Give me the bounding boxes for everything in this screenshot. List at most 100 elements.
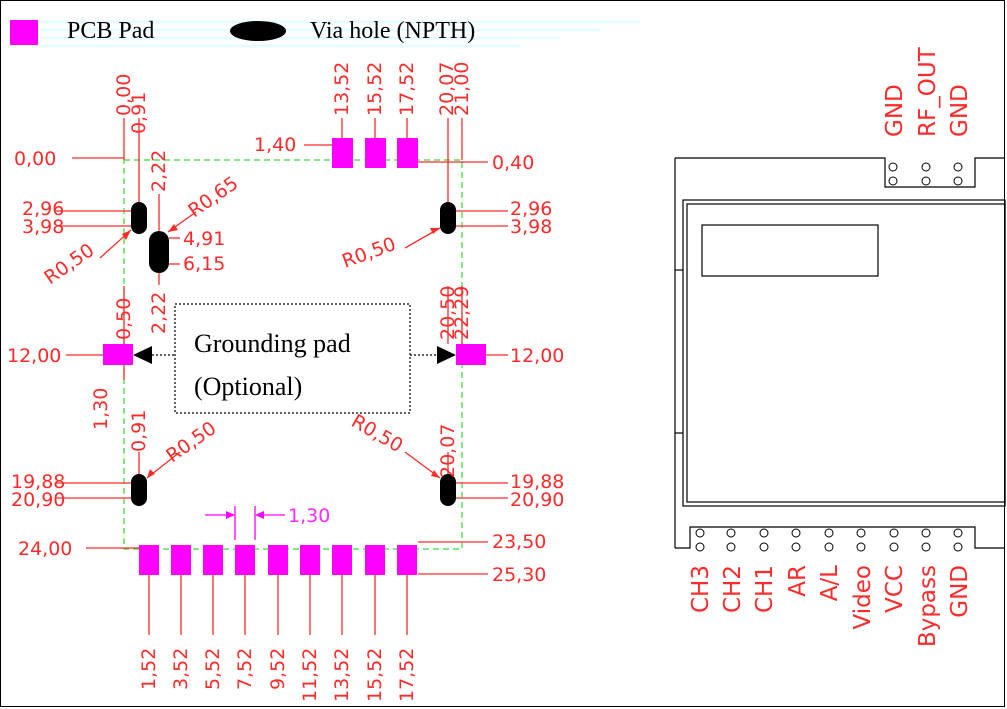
pcb-pad <box>235 545 255 575</box>
dim-bottom-15-52: 15,52 <box>364 648 386 702</box>
dim-20-50: 20,50 <box>437 286 459 340</box>
grounding-pad-left <box>103 344 133 365</box>
dim-top-20-07: 20,07 <box>436 62 458 116</box>
dim-left-1-40: 1,40 <box>254 134 296 156</box>
pcb-pad-legend-swatch <box>10 20 38 45</box>
via-hole <box>131 474 147 506</box>
pcb-pad <box>332 138 353 168</box>
pcb-pad <box>365 545 385 575</box>
dim-bottom-11-52: 11,52 <box>299 648 321 702</box>
pin-label-al: A/L <box>817 565 843 601</box>
dim-left-12-00: 12,00 <box>7 345 61 367</box>
dim-right-3-98: 3,98 <box>510 216 552 238</box>
pcb-pad <box>203 545 223 575</box>
grounding-pad-right <box>456 344 486 365</box>
dim-left-19-88: 19,88 <box>11 471 65 493</box>
dimension-texts: 0,00 1,40 2,96 3,98 12,00 19,88 20,90 24… <box>7 134 564 586</box>
dim-bottom-9-52: 9,52 <box>267 648 289 690</box>
dim-6-15: 6,15 <box>183 253 225 275</box>
radius-r0-50-bottom-right: R0,50 <box>348 410 407 457</box>
via-hole-legend-label: Via hole (NPTH) <box>310 18 475 44</box>
module-pin-holes <box>695 162 963 552</box>
grounding-pad-callout-line1: Grounding pad <box>194 329 351 358</box>
pitch-label: 1,30 <box>288 505 330 527</box>
dim-top-0-91: 0,91 <box>128 92 150 134</box>
dim-1-30: 1,30 <box>90 388 112 430</box>
pcb-pad <box>397 138 418 168</box>
pin-label-gnd-top-2: GND <box>947 84 973 137</box>
pcb-pad <box>365 138 386 168</box>
grounding-pad-callout-line2: (Optional) <box>194 372 302 401</box>
dim-bottom-3-52: 3,52 <box>170 648 192 690</box>
pin-label-ch3: CH3 <box>688 565 714 613</box>
pcb-pad <box>300 545 320 575</box>
inner-dimension-texts: 2,22 2,22 0,50 1,30 0,91 20,50 22,29 20,… <box>40 150 473 478</box>
dim-20-07-lower: 20,07 <box>437 424 459 478</box>
dim-22-29: 22,29 <box>451 286 473 340</box>
pcb-pad <box>332 545 352 575</box>
dim-left-24-00: 24,00 <box>18 538 72 560</box>
grounding-pad-callout-box <box>174 303 411 414</box>
pin-label-bypass: Bypass <box>915 565 941 647</box>
dim-right-23-50: 23,50 <box>492 531 546 553</box>
dim-right-20-90: 20,90 <box>510 489 564 511</box>
dim-top-17-52: 17,52 <box>396 62 418 116</box>
dim-right-0-40: 0,40 <box>492 152 534 174</box>
dim-top-21-00: 21,00 <box>451 62 473 116</box>
pin-label-video: Video <box>850 565 876 629</box>
pin-label-ch2: CH2 <box>720 565 746 613</box>
pin-label-ar: AR <box>785 565 811 597</box>
via-hole <box>149 231 169 273</box>
pin-label-gnd-top-1: GND <box>882 84 908 137</box>
radius-r0-50-top-left: R0,50 <box>40 239 98 289</box>
dim-bottom-1-52: 1,52 <box>138 648 160 690</box>
dim-right-25-30: 25,30 <box>492 564 546 586</box>
module-pin-labels-top: GND RF_OUT GND <box>882 46 973 137</box>
module-outline <box>674 157 1006 549</box>
dim-top-0-00: 0,00 <box>113 74 135 116</box>
pcb-pad <box>397 545 417 575</box>
dim-0-91-lower: 0,91 <box>128 410 150 452</box>
radius-arrows <box>122 224 440 478</box>
pcb-pad-legend-label: PCB Pad <box>67 18 154 44</box>
pin-label-rf-out: RF_OUT <box>915 46 941 137</box>
dim-right-2-96: 2,96 <box>510 198 552 220</box>
callout-arrow-left <box>133 346 152 364</box>
dim-bottom-7-52: 7,52 <box>234 648 256 690</box>
dim-bottom-5-52: 5,52 <box>202 648 224 690</box>
radius-r0-50-top-right: R0,50 <box>339 233 399 273</box>
radius-r0-50-bottom-left: R0,50 <box>162 417 220 467</box>
dim-4-91: 4,91 <box>183 228 225 250</box>
dim-2-22-bottom: 2,22 <box>148 292 170 334</box>
dim-top-13-52: 13,52 <box>331 62 353 116</box>
top-dimension-texts: 0,00 0,91 13,52 15,52 17,52 20,07 21,00 <box>113 62 473 134</box>
dim-left-3-98: 3,98 <box>22 216 64 238</box>
radius-r0-65: R0,65 <box>184 172 242 222</box>
dim-left-20-90: 20,90 <box>11 489 65 511</box>
dim-right-19-88: 19,88 <box>510 471 564 493</box>
pin-label-gnd-bottom: GND <box>947 565 973 618</box>
dim-bottom-13-52: 13,52 <box>331 648 353 702</box>
dim-0-50: 0,50 <box>113 298 135 340</box>
via-holes <box>131 202 456 506</box>
bottom-pads <box>139 545 417 575</box>
bottom-dimension-texts: 1,52 3,52 5,52 7,52 9,52 11,52 13,52 15,… <box>138 648 418 702</box>
pin-label-ch1: CH1 <box>752 565 778 613</box>
pcb-pad <box>171 545 191 575</box>
pin-label-vcc: VCC <box>882 565 908 613</box>
dim-right-12-00: 12,00 <box>510 345 564 367</box>
dim-left-0-00: 0,00 <box>14 148 56 170</box>
pitch-dimension <box>205 506 285 540</box>
via-hole <box>440 202 456 234</box>
legend-background-band <box>40 20 640 48</box>
callout-arrow-right <box>437 346 456 364</box>
dim-2-22-top: 2,22 <box>148 150 170 192</box>
dim-bottom-17-52: 17,52 <box>396 648 418 702</box>
via-hole <box>131 202 147 234</box>
via-hole <box>440 474 456 506</box>
via-hole-legend-swatch <box>230 21 286 41</box>
dim-top-15-52: 15,52 <box>364 62 386 116</box>
pcb-pad <box>139 545 159 575</box>
module-pin-labels-bottom: CH3 CH2 CH1 AR A/L Video VCC Bypass GND <box>688 565 973 647</box>
